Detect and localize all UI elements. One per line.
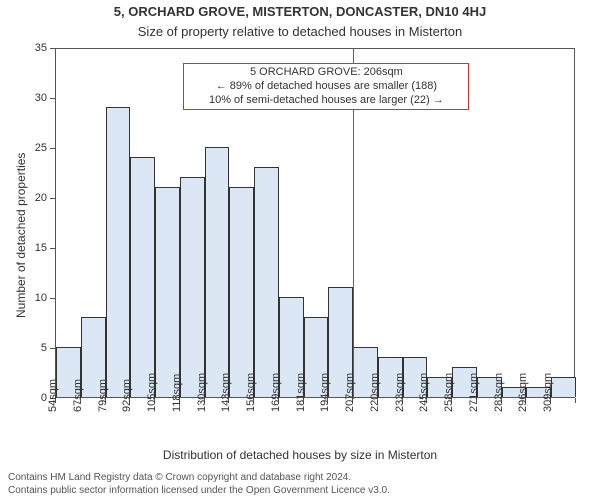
y-tick-label: 10 [27, 292, 47, 304]
x-axis-label: Distribution of detached houses by size … [0, 448, 600, 462]
y-tick-label: 30 [27, 92, 47, 104]
annotation-box: 5 ORCHARD GROVE: 206sqm← 89% of detached… [183, 63, 469, 110]
y-tick-label: 20 [27, 192, 47, 204]
y-axis-label: Number of detached properties [14, 153, 28, 318]
histogram-bar [180, 177, 205, 397]
histogram-bar [155, 187, 180, 397]
histogram-bar [551, 377, 576, 397]
chart-title: 5, ORCHARD GROVE, MISTERTON, DONCASTER, … [0, 4, 600, 19]
annotation-line: 10% of semi-detached houses are larger (… [188, 94, 464, 108]
footer-line-1: Contains HM Land Registry data © Crown c… [8, 472, 390, 485]
y-tick-mark [50, 98, 55, 99]
x-tick-mark [575, 398, 576, 403]
histogram-bar [254, 167, 279, 397]
y-tick-mark [50, 248, 55, 249]
plot-area: 5 ORCHARD GROVE: 206sqm← 89% of detached… [55, 48, 575, 398]
y-tick-mark [50, 298, 55, 299]
annotation-line: 5 ORCHARD GROVE: 206sqm [188, 66, 464, 80]
histogram-bar [106, 107, 131, 397]
y-tick-mark [50, 348, 55, 349]
y-tick-mark [50, 198, 55, 199]
chart-container: 5, ORCHARD GROVE, MISTERTON, DONCASTER, … [0, 0, 600, 500]
histogram-bar [229, 187, 254, 397]
histogram-bar [130, 157, 155, 397]
y-tick-label: 5 [27, 342, 47, 354]
annotation-line: ← 89% of detached houses are smaller (18… [188, 80, 464, 94]
chart-subtitle: Size of property relative to detached ho… [0, 24, 600, 39]
footer-attribution: Contains HM Land Registry data © Crown c… [8, 472, 390, 497]
y-tick-label: 25 [27, 142, 47, 154]
y-tick-label: 35 [27, 42, 47, 54]
histogram-bar [205, 147, 230, 397]
y-tick-mark [50, 48, 55, 49]
y-tick-label: 0 [27, 392, 47, 404]
y-tick-mark [50, 148, 55, 149]
y-tick-label: 15 [27, 242, 47, 254]
footer-line-2: Contains public sector information licen… [8, 485, 390, 498]
